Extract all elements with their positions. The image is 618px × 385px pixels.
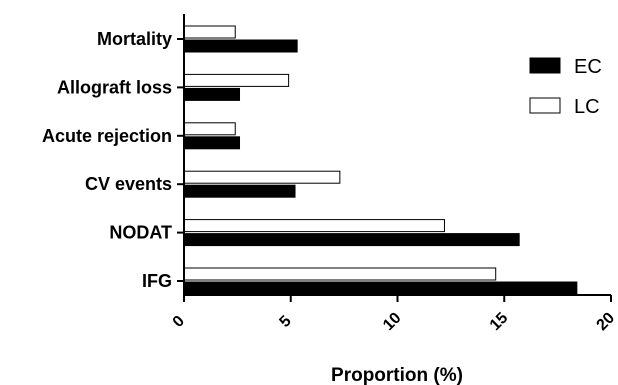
- bar-lc-acute-rejection: [183, 122, 236, 136]
- legend-swatch-lc: [529, 97, 561, 114]
- bar-ec-nodat: [183, 233, 520, 247]
- y-tick-label-cv-events: CV events: [85, 174, 172, 194]
- bar-ec-acute-rejection: [183, 136, 241, 150]
- bar-lc-mortality: [183, 25, 236, 39]
- y-tick-group: Mortality Allograft loss Acute rejection CV…: [42, 29, 184, 291]
- y-tick-label-nodat: NODAT: [109, 223, 172, 243]
- legend: EC LC: [529, 56, 602, 118]
- x-tick-group: 0 5 10 15 20: [170, 295, 618, 334]
- bar-ec-mortality: [183, 39, 298, 53]
- legend-label-ec: EC: [574, 56, 602, 78]
- x-tick-label-5: 5: [276, 313, 294, 331]
- bar-ec-cv-events: [183, 184, 296, 198]
- bar-lc-cv-events: [183, 170, 341, 184]
- y-tick-label-acute-rejection: Acute rejection: [42, 126, 172, 146]
- bar-lc-nodat: [183, 219, 445, 233]
- bar-lc-ifg: [183, 267, 497, 281]
- bar-ec-allograft-loss: [183, 87, 241, 101]
- y-tick-label-ifg: IFG: [142, 271, 172, 291]
- x-tick-label-20: 20: [594, 309, 618, 334]
- x-tick-label-0: 0: [170, 313, 188, 331]
- x-tick-label-15: 15: [487, 309, 512, 334]
- legend-label-lc: LC: [574, 96, 600, 118]
- bar-ec-ifg: [183, 281, 578, 295]
- y-tick-label-mortality: Mortality: [97, 29, 172, 49]
- y-tick-label-allograft-loss: Allograft loss: [57, 77, 172, 97]
- x-axis-title: Proportion (%): [331, 365, 463, 385]
- legend-swatch-ec: [529, 57, 561, 74]
- bar-group: [183, 25, 578, 295]
- x-tick-label-10: 10: [380, 309, 405, 334]
- bar-lc-allograft-loss: [183, 73, 290, 87]
